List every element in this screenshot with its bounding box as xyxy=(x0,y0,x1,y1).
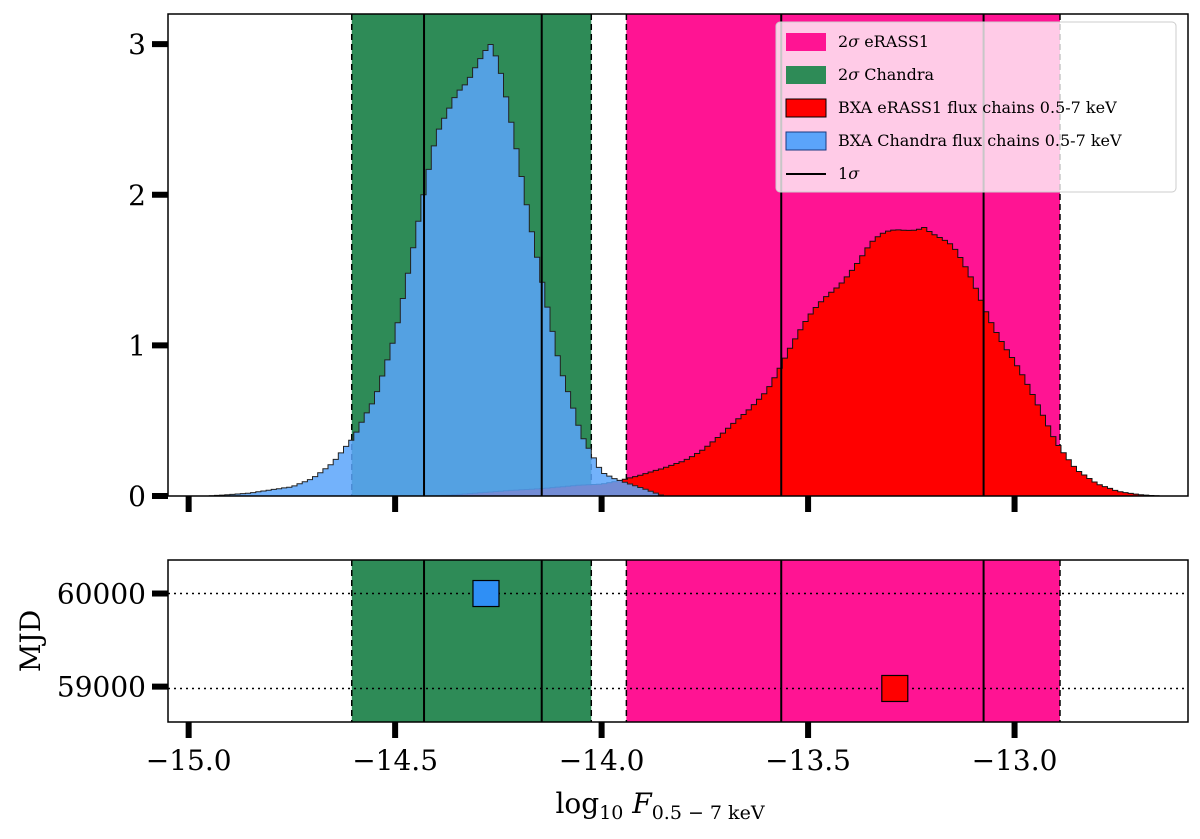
bottom-xtick-1 xyxy=(392,722,399,738)
bottom-ytick-label-1: 60000 xyxy=(57,578,146,611)
top-frame xyxy=(167,13,1189,497)
top-ytick-2 xyxy=(152,191,168,198)
legend-label-4: 1σ xyxy=(838,164,860,183)
legend-label-1: 2σ Chandra xyxy=(838,65,934,84)
legend: 2σ eRASS1 2σ Chandra BXA eRASS1 flux chain… xyxy=(775,21,1177,193)
bottom-xtick-label-2: −14.0 xyxy=(559,744,645,777)
bottom-xtick-label-4: −13.0 xyxy=(972,744,1058,777)
bottom-xtick-label-3: −13.5 xyxy=(765,744,851,777)
top-xtick-2 xyxy=(598,496,605,512)
x-axis-title-text: log10 F0.5 − 7 keV xyxy=(555,787,764,824)
bottom-xtick-3 xyxy=(805,722,812,738)
bottom-band-1 xyxy=(351,560,592,722)
top-ytick-label-1: 1 xyxy=(128,329,146,362)
legend-swatch-0 xyxy=(786,33,826,51)
bottom-xtick-label-1: −14.5 xyxy=(352,744,438,777)
top-xtick-3 xyxy=(805,496,812,512)
bottom-xtick-2 xyxy=(598,722,605,738)
bottom-band-0 xyxy=(626,560,1060,722)
bottom-ytick-label-0: 59000 xyxy=(57,671,146,704)
x-axis-title: log10 F0.5 − 7 keV xyxy=(555,787,764,824)
legend-swatch-2 xyxy=(785,98,827,118)
bottom-ytick-0 xyxy=(152,683,168,690)
top-xtick-4 xyxy=(1011,496,1018,512)
point-erass1 xyxy=(881,674,909,703)
bottom-ytick-1 xyxy=(152,590,168,597)
top-ytick-label-0: 0 xyxy=(128,480,146,513)
bottom-xtick-4 xyxy=(1011,722,1018,738)
legend-label-2: BXA eRASS1 flux chains 0.5-7 keV xyxy=(838,98,1117,117)
legend-label-0: 2σ eRASS1 xyxy=(838,32,929,51)
y-axis-title: MJD xyxy=(14,610,47,672)
top-xtick-1 xyxy=(392,496,399,512)
top-ytick-0 xyxy=(152,493,168,499)
top-ytick-label-3: 3 xyxy=(128,28,146,61)
top-xtick-0 xyxy=(185,496,192,512)
legend-label-3: BXA Chandra flux chains 0.5-7 keV xyxy=(838,131,1122,150)
top-ytick-1 xyxy=(152,342,168,349)
bottom-frame xyxy=(167,559,1189,723)
top-ytick-label-2: 2 xyxy=(128,179,146,212)
legend-box xyxy=(775,21,1177,193)
legend-swatch-1 xyxy=(786,66,826,84)
bottom-xtick-0 xyxy=(185,722,192,738)
bottom-panel: 59000 60000 −15.0 −14.5 −14.0 −13.5 −13.0 xyxy=(57,559,1189,777)
legend-swatch-3 xyxy=(785,131,827,151)
top-ytick-3 xyxy=(152,41,168,48)
point-chandra xyxy=(472,579,500,608)
y-axis-title-text: MJD xyxy=(14,610,47,672)
histogram-chandra xyxy=(208,44,669,497)
bottom-xtick-label-0: −15.0 xyxy=(146,744,232,777)
